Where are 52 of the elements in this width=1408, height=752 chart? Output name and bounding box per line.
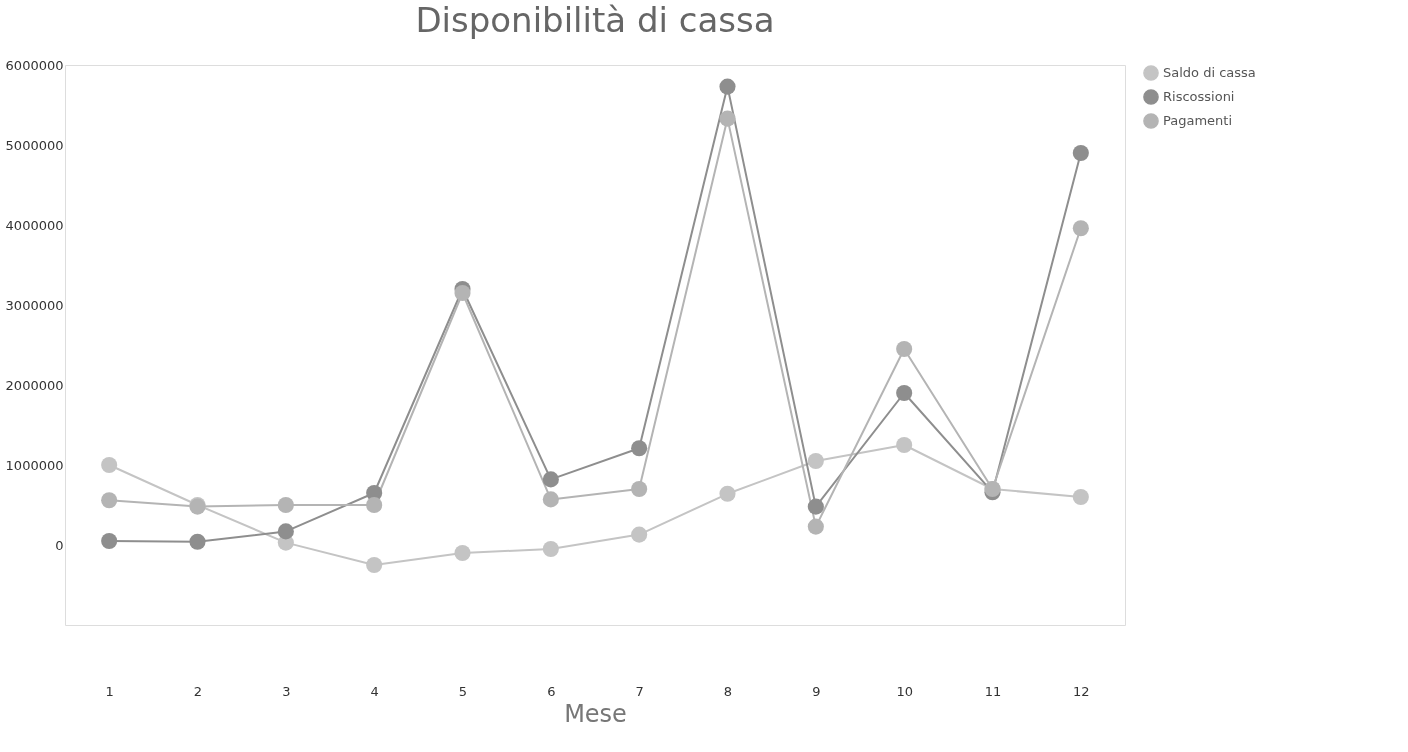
x-tick-label: 9 — [812, 683, 821, 699]
point — [101, 456, 118, 474]
y-tick-label: 5000000 — [5, 137, 64, 153]
x-tick-label: 10 — [896, 683, 913, 699]
point — [366, 556, 383, 574]
point — [1072, 144, 1089, 162]
x-tick-label: 3 — [282, 683, 291, 699]
point — [366, 496, 383, 514]
point — [631, 440, 648, 457]
y-tick-label: 6000000 — [5, 57, 64, 73]
point — [631, 480, 648, 498]
x-tick-label: 11 — [984, 683, 1002, 699]
x-tick-label: 12 — [1073, 683, 1090, 699]
x-tick-label: 6 — [547, 683, 556, 699]
point — [807, 452, 824, 470]
x-tick-label: 2 — [193, 683, 203, 699]
point — [896, 436, 913, 454]
point — [542, 471, 559, 488]
point — [101, 532, 118, 550]
legend-label: Pagamenti — [1163, 113, 1233, 128]
x-tick-label: 1 — [105, 683, 114, 699]
point — [896, 340, 913, 358]
point — [101, 492, 118, 509]
point — [454, 544, 471, 562]
x-tick-label: 7 — [635, 683, 644, 699]
point — [719, 110, 736, 127]
point — [277, 523, 294, 540]
point — [807, 498, 824, 515]
legend-label: Saldo di cassa — [1163, 65, 1256, 80]
point — [542, 491, 559, 508]
point — [1072, 488, 1089, 506]
y-tick-label: 4000000 — [5, 217, 64, 233]
point — [1072, 220, 1089, 237]
point — [542, 540, 559, 558]
point — [277, 496, 294, 514]
y-tick-label: 3000000 — [5, 297, 64, 313]
y-tick-label: 2000000 — [5, 377, 64, 393]
point — [719, 78, 736, 95]
x-tick-label: 5 — [458, 683, 468, 699]
point — [454, 284, 471, 302]
y-tick-label: 0 — [55, 537, 64, 553]
point — [719, 485, 736, 502]
point — [896, 384, 913, 402]
x-axis-title: Mese — [564, 699, 627, 728]
point — [631, 526, 648, 543]
legend-label: Riscossioni — [1163, 89, 1235, 104]
y-tick-label: 1000000 — [5, 457, 64, 473]
point — [189, 533, 206, 550]
x-tick-label: 8 — [723, 683, 733, 699]
point — [807, 518, 824, 535]
x-tick-label: 4 — [370, 683, 379, 699]
chart-title: Disponibilità di cassa — [415, 0, 775, 40]
